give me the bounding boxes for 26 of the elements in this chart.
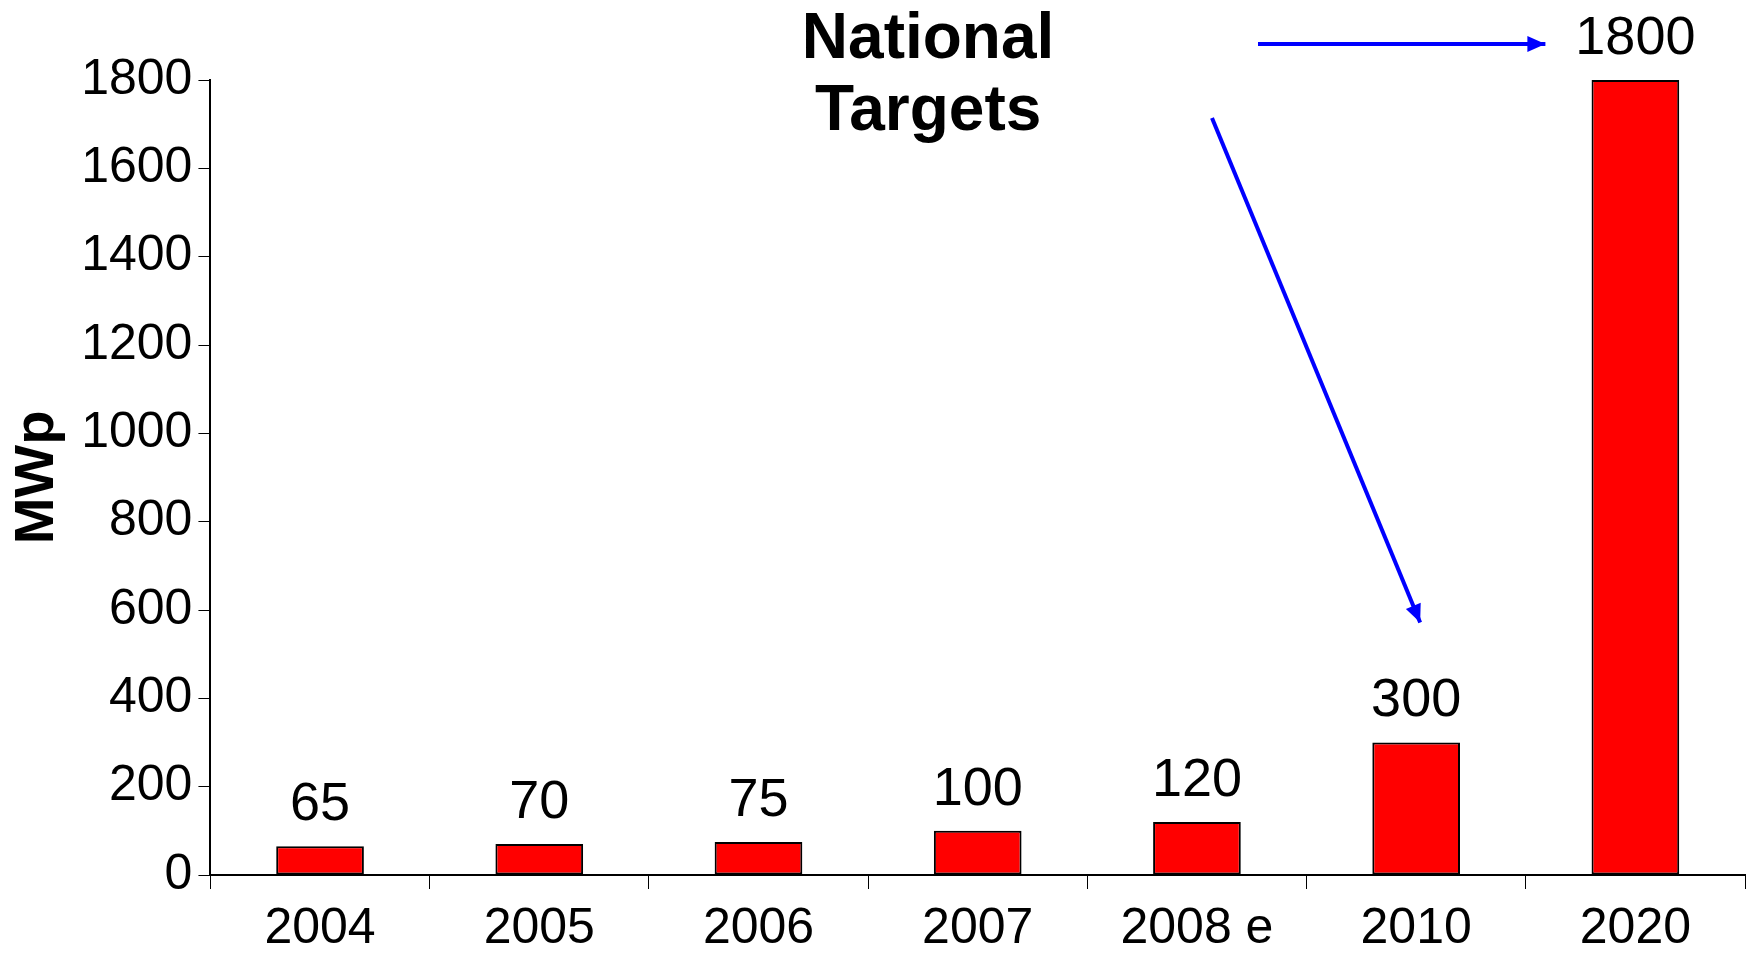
x-tick-label: 2008 e (1120, 897, 1274, 954)
x-tick-label: 2020 (1579, 897, 1692, 954)
y-tick-label: 800 (108, 490, 193, 547)
x-tick-label: 2010 (1360, 897, 1472, 954)
x-tick-label: 2007 (922, 897, 1034, 954)
annotation: National Targets (801, 0, 1055, 144)
data-label: 1800 (1575, 4, 1696, 65)
y-axis-title: MWp (2, 410, 66, 545)
data-label: 75 (728, 766, 789, 827)
y-tick-label: 1600 (81, 137, 193, 194)
y-tick-label: 600 (108, 578, 193, 635)
y-tick-label: 0 (164, 843, 193, 900)
x-tick-label: 2004 (264, 897, 376, 954)
x-tick-label: 2005 (483, 897, 595, 954)
y-tick-label: 1200 (81, 313, 193, 370)
y-tick-label: 1800 (81, 48, 193, 105)
data-label: 65 (290, 771, 351, 832)
data-label: 100 (932, 755, 1023, 816)
y-tick-label: 400 (108, 667, 193, 724)
y-tick-label: 200 (108, 755, 193, 812)
y-tick-label: 1000 (81, 402, 193, 459)
y-tick-label: 1400 (81, 225, 193, 282)
data-label: 70 (509, 768, 570, 829)
data-label: 120 (1151, 746, 1242, 807)
x-tick-label: 2006 (702, 897, 815, 954)
data-label: 300 (1371, 667, 1462, 728)
